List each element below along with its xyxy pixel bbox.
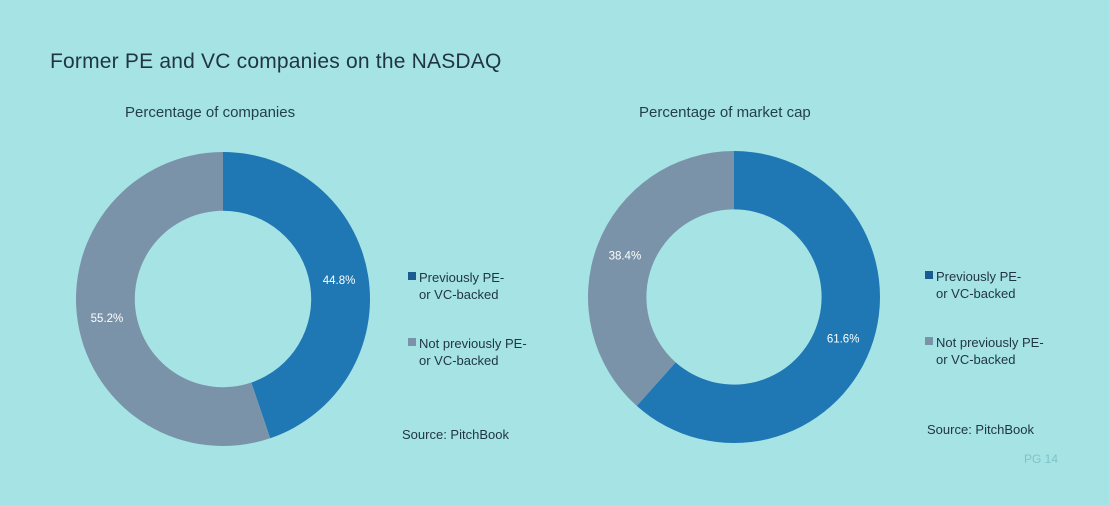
legend-swatch-not-previously-backed bbox=[925, 337, 933, 345]
donut-chart-market-cap: 61.6% 38.4% bbox=[588, 151, 880, 443]
data-label-previously-backed: 61.6% bbox=[827, 334, 860, 346]
slice-not-previously-backed bbox=[588, 151, 734, 406]
chart-title-companies: Percentage of companies bbox=[125, 104, 296, 121]
chart-title-market-cap: Percentage of market cap bbox=[639, 104, 811, 121]
data-label-not-previously-backed: 55.2% bbox=[91, 313, 124, 325]
slice-not-previously-backed bbox=[75, 152, 271, 446]
legend-swatch-previously-backed bbox=[925, 271, 933, 279]
legend-label: Not previously PE- or VC-backed bbox=[936, 335, 1044, 367]
page-number: PG 14 bbox=[1024, 452, 1059, 466]
legend-swatch-previously-backed bbox=[408, 272, 416, 280]
data-label-not-previously-backed: 38.4% bbox=[609, 250, 642, 262]
legend-label: Previously PE- or VC-backed bbox=[419, 270, 505, 302]
source-note-market-cap: Source: PitchBook bbox=[927, 422, 1034, 437]
slice-previously-backed bbox=[223, 152, 370, 439]
legend-swatch-not-previously-backed bbox=[408, 338, 416, 346]
legend-label: Not previously PE- or VC-backed bbox=[419, 336, 527, 368]
slice-previously-backed bbox=[636, 151, 880, 443]
data-label-previously-backed: 44.8% bbox=[323, 275, 356, 287]
donut-chart-companies: 44.8% 55.2% bbox=[75, 152, 370, 446]
legend-label: Previously PE- or VC-backed bbox=[936, 269, 1022, 301]
source-note-companies: Source: PitchBook bbox=[402, 427, 509, 442]
page-title: Former PE and VC companies on the NASDAQ bbox=[50, 50, 502, 73]
